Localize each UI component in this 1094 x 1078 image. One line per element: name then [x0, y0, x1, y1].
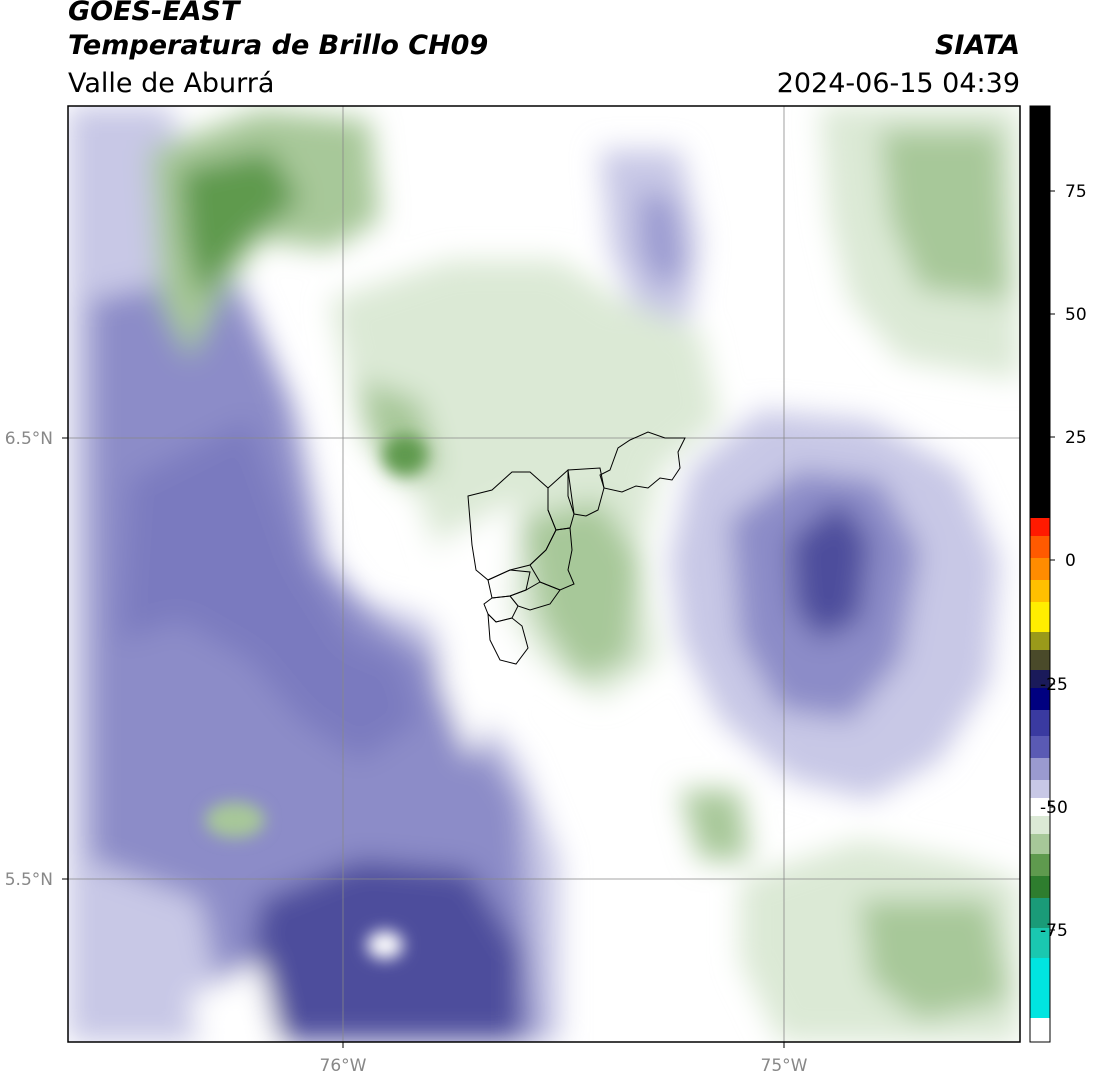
municipio-boundary-1	[599, 431, 686, 493]
colorbar-palegreen-segment	[1030, 816, 1050, 834]
satellite-title: GOES-EAST	[68, 0, 240, 27]
colorbar-label-25: 25	[1065, 428, 1087, 448]
colorbar-label-0: 0	[1065, 551, 1076, 571]
region-label: Valle de Aburrá	[68, 68, 275, 99]
colorbar-white-segment	[1030, 798, 1050, 816]
green-patch-southwest	[205, 802, 265, 838]
municipio-boundary-9	[487, 612, 529, 665]
colorbar-frame	[1029, 105, 1051, 1043]
colorbar-lightpurple-segment	[1030, 758, 1050, 780]
colorbar-lavender-segment	[1030, 780, 1050, 798]
colorbar: 75 50 25 0 -25 -50 -75	[1029, 105, 1087, 1043]
colorbar-midgreen-segment	[1030, 854, 1050, 876]
colorbar-redorange-segment	[1030, 536, 1050, 558]
colorbar-label-50: 50	[1065, 305, 1087, 325]
colorbar-label-75: 75	[1065, 182, 1087, 202]
colorbar-lightgreen-segment	[1030, 834, 1050, 854]
purple-region-north-core	[640, 190, 685, 290]
purple-region-west-core	[120, 420, 420, 760]
gridlines	[68, 106, 1020, 1042]
colorbar-cyan-segment	[1030, 958, 1050, 1018]
green-core-west	[383, 435, 427, 475]
colorbar-amber-segment	[1030, 580, 1050, 602]
product-title: Temperatura de Brillo CH09	[68, 30, 489, 61]
valle-de-aburra-boundaries	[467, 431, 686, 665]
colorbar-darknavy-segment	[1030, 670, 1050, 688]
colorbar-yellow-segment	[1030, 602, 1050, 632]
lat-label-6-5n: 6.5°N	[5, 429, 53, 449]
colorbar-label-minus25: -25	[1040, 675, 1068, 695]
municipio-boundary-7	[509, 581, 561, 611]
lon-label-76w: 76°W	[320, 1056, 367, 1076]
colorbar-blue-segment	[1030, 710, 1050, 736]
colorbar-label-minus50: -50	[1040, 798, 1068, 818]
colorbar-ticks	[1050, 190, 1055, 931]
green-region-northeast-mid	[880, 130, 1010, 300]
temperature-field	[68, 106, 1020, 1042]
green-region-center-mid	[520, 500, 640, 680]
colorbar-bottom-white-segment	[1030, 1018, 1050, 1042]
purple-region-east-core	[790, 500, 870, 640]
green-region-northwest-core	[180, 150, 300, 300]
colorbar-green-segment	[1030, 876, 1050, 898]
green-region-south-patch	[680, 790, 750, 860]
datetime-label: 2024-06-15 04:39	[776, 68, 1020, 99]
colorbar-orange-segment	[1030, 558, 1050, 580]
colorbar-label-minus75: -75	[1040, 921, 1068, 941]
axis-ticks	[62, 437, 785, 1048]
map-frame	[67, 105, 1021, 1043]
municipio-boundary-2	[567, 467, 605, 517]
lat-label-5-5n: 5.5°N	[5, 870, 53, 890]
colorbar-red-segment	[1030, 518, 1050, 536]
green-region-southeast-mid	[860, 900, 1010, 1020]
colorbar-black-segment	[1030, 106, 1050, 518]
colorbar-teal-segment	[1030, 898, 1050, 928]
colorbar-olive-segment	[1030, 632, 1050, 650]
colorbar-navy-segment	[1030, 688, 1050, 710]
white-patch-south	[367, 931, 403, 959]
organization-label: SIATA	[934, 30, 1020, 61]
colorbar-aqua-segment	[1030, 928, 1050, 958]
white-gap-southwest	[190, 960, 280, 1042]
colorbar-darkolive-segment	[1030, 650, 1050, 670]
colorbar-purple-segment	[1030, 736, 1050, 758]
lon-label-75w: 75°W	[761, 1056, 808, 1076]
white-gap-center	[440, 500, 520, 760]
